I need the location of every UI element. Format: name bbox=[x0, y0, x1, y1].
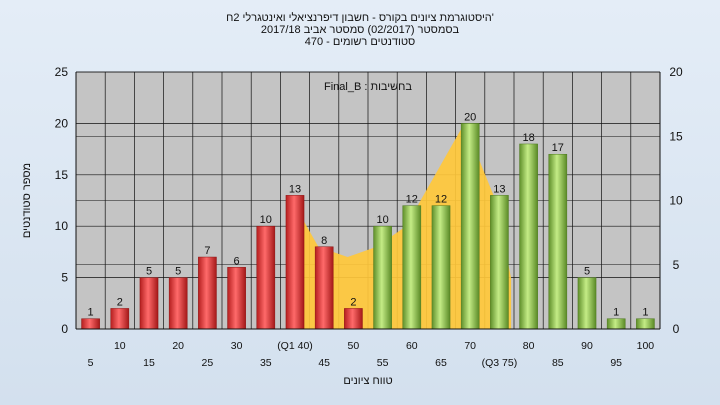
x-tick-label: 80 bbox=[523, 340, 535, 352]
x-tick-label: (Q3 75) bbox=[482, 357, 518, 369]
y-tick-label: 0 bbox=[61, 322, 68, 336]
bar-70 bbox=[460, 123, 480, 330]
bar-value-label: 18 bbox=[522, 132, 534, 144]
bar-value-label: 10 bbox=[260, 214, 272, 226]
bar-value-label: 13 bbox=[493, 183, 505, 195]
bar-140 bbox=[285, 195, 305, 330]
x-tick-label: 20 bbox=[172, 340, 184, 352]
bar-value-label: 12 bbox=[435, 194, 447, 206]
x-axis-title: טווח ציונים bbox=[343, 375, 392, 387]
bar-value-label: 2 bbox=[117, 296, 123, 308]
x-tick-label: 45 bbox=[318, 357, 330, 369]
x-tick-label: (Q1 40) bbox=[277, 340, 313, 352]
bar-value-label: 8 bbox=[321, 235, 327, 247]
bar-value-label: 5 bbox=[175, 266, 181, 278]
y-tick-label: 20 bbox=[55, 116, 69, 130]
x-tick-label: 85 bbox=[552, 357, 564, 369]
bar-100 bbox=[636, 318, 655, 330]
y2-tick-label: 0 bbox=[673, 322, 680, 336]
bar-30 bbox=[227, 267, 246, 330]
bar-60 bbox=[402, 205, 422, 330]
y-tick-label: 15 bbox=[55, 168, 69, 182]
x-tick-label: 55 bbox=[377, 357, 389, 369]
bar-value-label: 5 bbox=[584, 266, 590, 278]
y-tick-label: 25 bbox=[55, 65, 69, 79]
bar-95 bbox=[606, 318, 626, 330]
y2-tick-label: 5 bbox=[673, 258, 680, 272]
x-tick-label: 10 bbox=[114, 340, 126, 352]
chart-title-line-1: היסטוגרמת ציונים בקורס - חשבון דיפרנציאל… bbox=[226, 12, 494, 24]
x-tick-label: 15 bbox=[143, 357, 155, 369]
bar-65 bbox=[431, 205, 451, 330]
y2-tick-label: 15 bbox=[669, 129, 683, 143]
bar-value-label: 7 bbox=[204, 245, 210, 257]
bar-value-label: 12 bbox=[406, 194, 418, 206]
y-tick-label: 5 bbox=[61, 271, 68, 285]
bar-value-label: 6 bbox=[234, 255, 240, 267]
bar-value-label: 1 bbox=[642, 307, 648, 319]
x-tick-label: 35 bbox=[260, 357, 272, 369]
y2-tick-label: 10 bbox=[669, 194, 683, 208]
bar-value-label: 2 bbox=[350, 296, 356, 308]
y-tick-label: 10 bbox=[55, 219, 69, 233]
bar-value-label: 13 bbox=[289, 183, 301, 195]
x-tick-label: 95 bbox=[610, 357, 622, 369]
chart-title-line-3: סטודנטים רשומים - 470 bbox=[304, 36, 416, 48]
chart-annotation: בחשיבות : Final_B bbox=[324, 81, 412, 93]
bar-value-label: 5 bbox=[146, 266, 152, 278]
bar-35 bbox=[256, 225, 276, 330]
bar-55 bbox=[373, 225, 392, 330]
y2-tick-label: 20 bbox=[669, 65, 683, 79]
x-tick-label: 70 bbox=[464, 340, 476, 352]
chart-title-line-2: בסמסטר (02/2017) סמסטר אביב 2017/18 bbox=[260, 24, 460, 36]
x-tick-label: 90 bbox=[581, 340, 593, 352]
x-tick-label: 50 bbox=[348, 340, 360, 352]
bar-85 bbox=[548, 153, 568, 330]
x-tick-label: 5 bbox=[88, 357, 94, 369]
x-tick-label: 65 bbox=[435, 357, 447, 369]
bar-20 bbox=[168, 277, 188, 330]
bar-90 bbox=[577, 277, 597, 330]
bar-value-label: 1 bbox=[613, 307, 619, 319]
bar-50 bbox=[344, 308, 363, 330]
bar-15 bbox=[139, 277, 159, 330]
bar-value-label: 10 bbox=[376, 214, 388, 226]
bar-value-label: 1 bbox=[88, 307, 94, 319]
bar-5 bbox=[81, 318, 100, 330]
bar-10 bbox=[110, 308, 130, 330]
x-tick-label: 100 bbox=[637, 340, 655, 352]
bar-value-label: 17 bbox=[552, 142, 564, 154]
bar-375 bbox=[490, 195, 509, 330]
bar-25 bbox=[198, 256, 217, 330]
bar-45 bbox=[314, 246, 334, 330]
distribution-area bbox=[289, 123, 512, 330]
x-tick-label: 30 bbox=[231, 340, 243, 352]
y-axis-title: מספר סטודנטים bbox=[21, 163, 33, 238]
bar-value-label: 20 bbox=[464, 111, 476, 123]
bar-80 bbox=[519, 143, 538, 330]
x-tick-label: 25 bbox=[202, 357, 214, 369]
x-tick-label: 60 bbox=[406, 340, 418, 352]
